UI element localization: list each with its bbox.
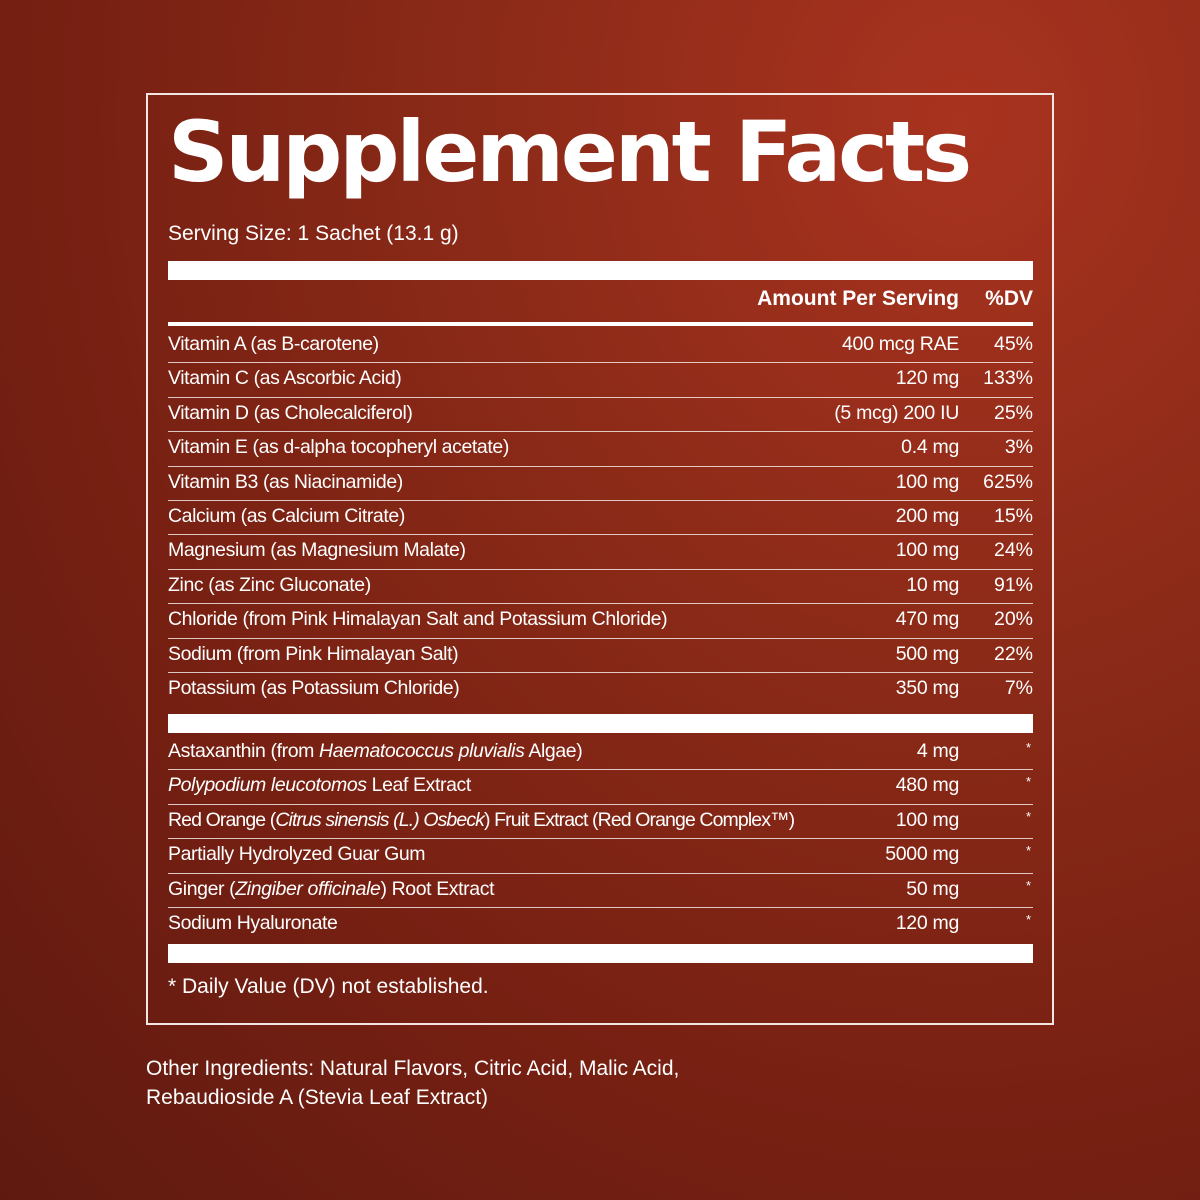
nutrient-amount: 0.4 mg	[901, 436, 959, 459]
thick-divider-top	[168, 261, 1033, 280]
nutrient-dv: 45%	[993, 333, 1033, 355]
nutrient-name: Zinc (as Zinc Gluconate)	[168, 573, 371, 596]
nutrient-name: Vitamin E (as d-alpha tocopheryl acetate…	[168, 436, 509, 459]
nutrient-row: Calcium (as Calcium Citrate) 200 mg 15%	[168, 501, 1033, 536]
component-name: Astaxanthin (from Haematococcus pluviali…	[168, 740, 583, 762]
nutrient-dv: 24%	[993, 539, 1033, 562]
nutrient-dv: 15%	[993, 504, 1033, 527]
component-dv: *	[1025, 808, 1031, 824]
nutrient-dv: 133%	[983, 367, 1033, 390]
nutrient-amount: 470 mg	[895, 608, 960, 631]
component-row: Ginger (Zingiber officinale) Root Extrac…	[168, 874, 1033, 908]
component-name: Red Orange (Citrus sinensis (L.) Osbeck)…	[168, 808, 795, 831]
header-divider	[168, 322, 1033, 326]
component-row: Red Orange (Citrus sinensis (L.) Osbeck)…	[168, 805, 1033, 840]
nutrient-amount: 120 mg	[895, 367, 960, 390]
other-ingredients: Other Ingredients: Natural Flavors, Citr…	[146, 1054, 679, 1112]
supplement-facts-panel: Supplement Facts Serving Size: 1 Sachet …	[146, 93, 1054, 1025]
component-dv: *	[1025, 843, 1031, 859]
nutrient-amount: (5 mcg) 200 IU	[834, 401, 959, 424]
nutrient-row: Vitamin B3 (as Niacinamide) 100 mg 625%	[168, 467, 1033, 501]
dv-header: %DV	[985, 287, 1033, 310]
nutrient-amount: 100 mg	[895, 470, 960, 493]
nutrient-row: Chloride (from Pink Himalayan Salt and P…	[168, 604, 1033, 639]
component-name: Partially Hydrolyzed Guar Gum	[168, 843, 426, 866]
nutrient-list: Vitamin A (as B-carotene) 400 mcg RAE 45% …	[168, 329, 1033, 707]
other-ingredients-line: Rebaudioside A (Stevia Leaf Extract)	[146, 1086, 489, 1109]
component-dv: *	[1025, 911, 1031, 927]
nutrient-amount: 100 mg	[895, 539, 960, 562]
nutrient-name: Chloride (from Pink Himalayan Salt and P…	[168, 608, 668, 631]
component-dv: *	[1025, 774, 1031, 790]
nutrient-dv: 7%	[1004, 676, 1033, 699]
component-dv: *	[1025, 740, 1031, 755]
nutrient-amount: 10 mg	[906, 573, 959, 596]
nutrient-amount: 350 mg	[895, 676, 960, 699]
component-amount: 4 mg	[916, 740, 959, 762]
nutrient-name: Calcium (as Calcium Citrate)	[168, 504, 405, 527]
nutrient-dv: 625%	[983, 470, 1033, 493]
component-name: Polypodium leucotomos Leaf Extract	[168, 774, 471, 797]
component-amount: 120 mg	[895, 911, 960, 934]
nutrient-name: Potassium (as Potassium Chloride)	[168, 676, 460, 699]
nutrient-amount: 400 mcg RAE	[841, 333, 959, 355]
nutrient-name: Vitamin B3 (as Niacinamide)	[168, 470, 403, 493]
component-row: Astaxanthin (from Haematococcus pluviali…	[168, 736, 1033, 771]
component-row: Polypodium leucotomos Leaf Extract 480 mg…	[168, 770, 1033, 805]
nutrient-row: Magnesium (as Magnesium Malate) 100 mg 24%	[168, 535, 1033, 570]
nutrient-row: Zinc (as Zinc Gluconate) 10 mg 91%	[168, 570, 1033, 605]
nutrient-name: Magnesium (as Magnesium Malate)	[168, 539, 466, 562]
component-row: Sodium Hyaluronate 120 mg *	[168, 908, 1033, 942]
component-amount: 480 mg	[895, 774, 960, 797]
nutrient-row: Vitamin A (as B-carotene) 400 mcg RAE 45%	[168, 329, 1033, 364]
thick-divider-bottom	[168, 944, 1033, 963]
nutrient-dv: 91%	[993, 573, 1033, 596]
component-name: Ginger (Zingiber officinale) Root Extrac…	[168, 877, 495, 900]
other-ingredients-line: Other Ingredients: Natural Flavors, Citr…	[146, 1057, 680, 1080]
component-amount: 5000 mg	[885, 843, 959, 866]
component-amount: 50 mg	[906, 877, 959, 900]
other-components-list: Astaxanthin (from Haematococcus pluviali…	[168, 736, 1033, 942]
nutrient-row: Potassium (as Potassium Chloride) 350 mg 7…	[168, 673, 1033, 707]
nutrient-name: Sodium (from Pink Himalayan Salt)	[168, 642, 459, 665]
nutrient-dv: 22%	[993, 642, 1033, 665]
nutrient-row: Vitamin D (as Cholecalciferol) (5 mcg) 20…	[168, 398, 1033, 433]
nutrient-name: Vitamin D (as Cholecalciferol)	[168, 401, 413, 424]
nutrient-dv: 20%	[993, 608, 1033, 631]
nutrient-row: Sodium (from Pink Himalayan Salt) 500 mg 2…	[168, 639, 1033, 673]
amount-header: Amount Per Serving	[757, 287, 959, 310]
nutrient-amount: 500 mg	[895, 642, 960, 665]
nutrient-name: Vitamin C (as Ascorbic Acid)	[168, 367, 402, 390]
nutrient-name: Vitamin A (as B-carotene)	[168, 333, 379, 355]
thick-divider-middle	[168, 714, 1033, 733]
component-row: Partially Hydrolyzed Guar Gum 5000 mg *	[168, 839, 1033, 874]
nutrient-dv: 25%	[993, 401, 1033, 424]
serving-size: Serving Size: 1 Sachet (13.1 g)	[168, 222, 459, 245]
panel-title: Supplement Facts	[168, 103, 972, 201]
component-amount: 100 mg	[895, 808, 960, 831]
nutrient-amount: 200 mg	[895, 504, 960, 527]
nutrient-row: Vitamin C (as Ascorbic Acid) 120 mg 133%	[168, 363, 1033, 398]
component-dv: *	[1025, 877, 1031, 893]
nutrient-dv: 3%	[1004, 436, 1033, 459]
component-name: Sodium Hyaluronate	[168, 911, 338, 934]
column-header: Amount Per Serving %DV	[168, 287, 1033, 315]
nutrient-row: Vitamin E (as d-alpha tocopheryl acetate…	[168, 432, 1033, 467]
footnote: * Daily Value (DV) not established.	[168, 975, 489, 998]
